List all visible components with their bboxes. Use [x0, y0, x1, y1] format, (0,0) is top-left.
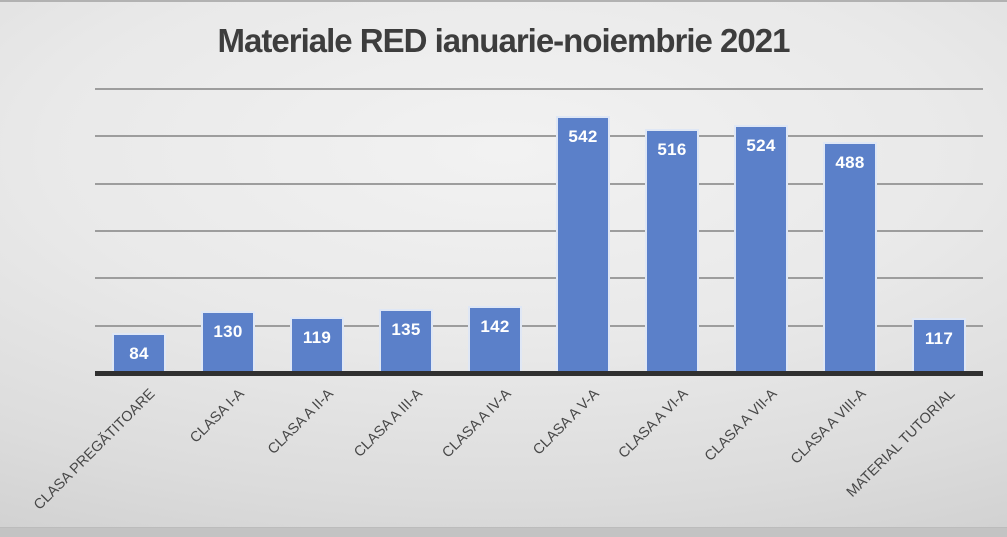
- gridline: [95, 277, 983, 280]
- category-label-text: CLASA A VII-A: [701, 386, 781, 465]
- bar-7[interactable]: 516: [645, 129, 699, 373]
- category-label-text: CLASA A V-A: [530, 386, 603, 459]
- bar-value-label: 142: [480, 317, 510, 336]
- bar-4[interactable]: 135: [379, 309, 433, 373]
- gridline: [95, 135, 983, 138]
- bar-value-label: 488: [835, 153, 865, 172]
- x-axis-line: [95, 371, 983, 376]
- category-label-text: CLASA A II-A: [264, 386, 337, 458]
- bar-value-label: 524: [746, 136, 776, 155]
- bar-value-label: 119: [302, 328, 332, 347]
- category-label-text: CLASA I-A: [186, 386, 248, 447]
- category-label-text: CLASA PREGĂTITOARE: [30, 386, 159, 514]
- bar-value-label: 130: [213, 322, 243, 341]
- bar-value-label: 516: [657, 140, 687, 159]
- bar-value-label: 117: [924, 329, 954, 348]
- bar-value-label: 542: [568, 127, 598, 146]
- bar-1[interactable]: 84: [112, 333, 166, 373]
- bar-3[interactable]: 119: [290, 317, 344, 373]
- gridline: [95, 230, 983, 232]
- bar-6[interactable]: 542: [556, 116, 610, 373]
- chart-title: Materiale RED ianuarie-noiembrie 2021: [217, 22, 791, 59]
- bar-9[interactable]: 488: [823, 142, 877, 373]
- category-label-text: CLASA A VIII-A: [787, 386, 870, 468]
- category-label-text: CLASA A III-A: [350, 386, 426, 461]
- gridline: [95, 88, 983, 90]
- bar-10[interactable]: 117: [912, 318, 966, 373]
- bar-value-label: 135: [391, 320, 421, 339]
- gridline: [95, 324, 983, 327]
- gridline: [95, 182, 983, 185]
- category-label-text: CLASA A IV-A: [439, 386, 515, 462]
- bar-8[interactable]: 524: [734, 125, 788, 373]
- category-label-text: CLASA A VI-A: [615, 386, 692, 462]
- bar-5[interactable]: 142: [468, 306, 522, 373]
- bar-value-label: 84: [129, 344, 149, 363]
- bar-2[interactable]: 130: [201, 311, 255, 373]
